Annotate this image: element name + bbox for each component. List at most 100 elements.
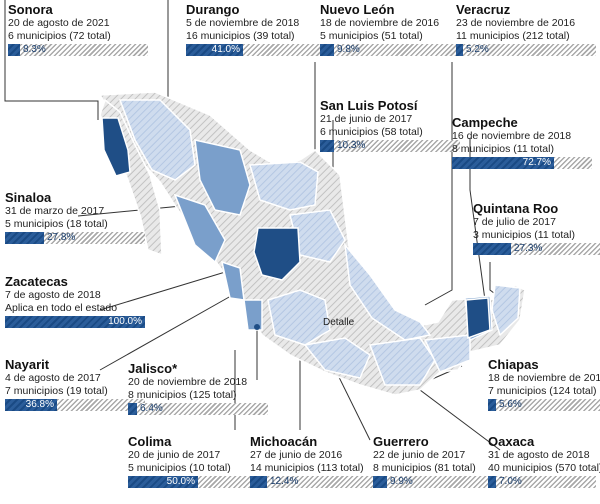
card-quintana-roo: Quintana Roo 7 de julio de 2017 3 munici…	[473, 201, 600, 255]
percentage-bar-fill	[186, 44, 243, 56]
sinaloa-region	[173, 193, 226, 264]
card-oaxaca: Oaxaca 31 de agosto de 2018 40 municipio…	[488, 434, 600, 488]
state-municipios: 5 municipios (18 total)	[5, 217, 108, 230]
percentage-bar-fill	[473, 243, 511, 255]
state-municipios: 5 municipios (10 total)	[128, 461, 231, 474]
card-sonora: Sonora 20 de agosto de 2021 6 municipios…	[8, 2, 148, 56]
state-name: San Luis Potosí	[320, 98, 418, 113]
percentage-value: 5.2%	[466, 44, 489, 55]
percentage-value: 6.4%	[140, 403, 163, 414]
card-veracruz: Veracruz 23 de noviembre de 2016 11 muni…	[456, 2, 596, 56]
state-municipios: 8 municipios (11 total)	[452, 142, 554, 155]
state-date: 22 de junio de 2017	[373, 449, 466, 461]
card-jalisco: Jalisco* 20 de noviembre de 2018 8 munic…	[128, 361, 268, 415]
state-date: 18 de noviembre de 2016	[320, 17, 440, 29]
veracruz-region	[343, 242, 432, 341]
state-municipios: 11 municipios (212 total)	[456, 29, 570, 42]
card-durango: Durango 5 de noviembre de 2018 16 munici…	[186, 2, 326, 56]
durango-region	[194, 139, 251, 216]
detalle-label: Detalle	[323, 317, 355, 328]
sonora-region	[118, 99, 196, 181]
state-date: 20 de noviembre de 2018	[128, 376, 248, 388]
leader-sinaloa	[77, 204, 193, 217]
percentage-bar: 5.6%	[488, 399, 600, 411]
percentage-bar: 5.2%	[456, 44, 596, 56]
guerrero-region	[303, 337, 371, 379]
zacatecas-region	[253, 227, 301, 281]
state-date: 31 de marzo de 2017	[5, 205, 105, 217]
nuevo-leon-region	[249, 161, 319, 211]
percentage-value: 5.6%	[499, 399, 522, 410]
state-name: Campeche	[452, 115, 518, 130]
percentage-bar-fill	[488, 476, 496, 488]
state-municipios: 8 municipios (81 total)	[373, 461, 476, 474]
percentage-bar-fill	[250, 476, 267, 488]
percentage-bar: 100.0%	[5, 316, 145, 328]
card-sinaloa: Sinaloa 31 de marzo de 2017 5 municipios…	[5, 190, 145, 244]
percentage-bar: 50.0%	[128, 476, 268, 488]
percentage-bar-fill	[5, 399, 57, 411]
percentage-bar-fill	[488, 399, 496, 411]
percentage-bar: 6.4%	[128, 403, 268, 415]
state-date: 16 de noviembre de 2018	[452, 130, 572, 142]
percentage-bar-fill	[452, 157, 554, 169]
state-name: Durango	[186, 2, 240, 17]
percentage-bar-fill	[128, 403, 137, 415]
percentage-bar-fill	[128, 476, 198, 488]
colima-region	[243, 299, 263, 331]
chiapas-region	[423, 334, 471, 373]
light-blue-states	[118, 99, 521, 386]
state-name: Sonora	[8, 2, 53, 17]
percentage-value: 27.8%	[47, 232, 76, 243]
card-zacatecas: Zacatecas 7 de agosto de 2018 Aplica en …	[5, 274, 145, 328]
state-name: Sinaloa	[5, 190, 52, 205]
state-date: 20 de agosto de 2021	[8, 17, 110, 29]
state-municipios: 5 municipios (51 total)	[320, 29, 423, 42]
state-date: 20 de junio de 2017	[128, 449, 221, 461]
state-date: 31 de agosto de 2018	[488, 449, 590, 461]
state-date: 4 de agosto de 2017	[5, 372, 101, 384]
leader-veracruz	[424, 62, 453, 306]
percentage-value: 36.8%	[25, 399, 54, 410]
state-name: Colima	[128, 434, 172, 449]
percentage-bar-fill	[5, 232, 44, 244]
percentage-value: 100.0%	[108, 316, 142, 327]
card-michoacan: Michoacán 27 de junio de 2016 14 municip…	[250, 434, 390, 488]
state-municipios: 7 municipios (124 total)	[488, 384, 597, 397]
percentage-value: 10.3%	[337, 140, 366, 151]
percentage-bar: 9.9%	[373, 476, 513, 488]
card-san-luis-potosi: San Luis Potosí 21 de junio de 2017 6 mu…	[320, 98, 460, 152]
percentage-value: 8.3%	[23, 44, 46, 55]
state-municipios: 6 municipios (58 total)	[320, 125, 423, 138]
percentage-bar: 36.8%	[5, 399, 145, 411]
percentage-value: 9.9%	[390, 476, 413, 487]
card-guerrero: Guerrero 22 de junio de 2017 8 municipio…	[373, 434, 513, 488]
state-name: Veracruz	[456, 2, 511, 17]
state-name: Oaxaca	[488, 434, 535, 449]
percentage-value: 27.3%	[514, 243, 543, 254]
state-municipios: 16 municipios (39 total)	[186, 29, 295, 42]
campeche-dark-region	[465, 297, 491, 340]
leader-campeche	[469, 138, 486, 301]
state-municipios: Aplica en todo el estado	[5, 301, 118, 314]
card-colima: Colima 20 de junio de 2017 5 municipios …	[128, 434, 268, 488]
state-name: Guerrero	[373, 434, 429, 449]
percentage-bar: 27.3%	[473, 243, 600, 255]
percentage-bar-fill	[456, 44, 463, 56]
percentage-bar: 10.3%	[320, 140, 460, 152]
percentage-bar: 27.8%	[5, 232, 145, 244]
percentage-value: 7.0%	[499, 476, 522, 487]
card-nuevo-leon: Nuevo León 18 de noviembre de 2016 5 mun…	[320, 2, 460, 56]
state-municipios: 40 municipios (570 total)	[488, 461, 600, 474]
card-chiapas: Chiapas 18 de noviembre de 2016 7 munici…	[488, 357, 600, 411]
state-name: Nayarit	[5, 357, 50, 372]
mid-blue-states	[173, 139, 493, 342]
state-date: 18 de noviembre de 2016	[488, 372, 600, 384]
state-municipios: 3 municipios (11 total)	[473, 228, 575, 241]
state-name: Michoacán	[250, 434, 318, 449]
percentage-value: 50.0%	[166, 476, 195, 487]
state-name: Nuevo León	[320, 2, 395, 17]
jalisco-marker	[254, 324, 260, 330]
card-nayarit: Nayarit 4 de agosto de 2017 7 municipios…	[5, 357, 145, 411]
percentage-bar-fill	[320, 140, 334, 152]
